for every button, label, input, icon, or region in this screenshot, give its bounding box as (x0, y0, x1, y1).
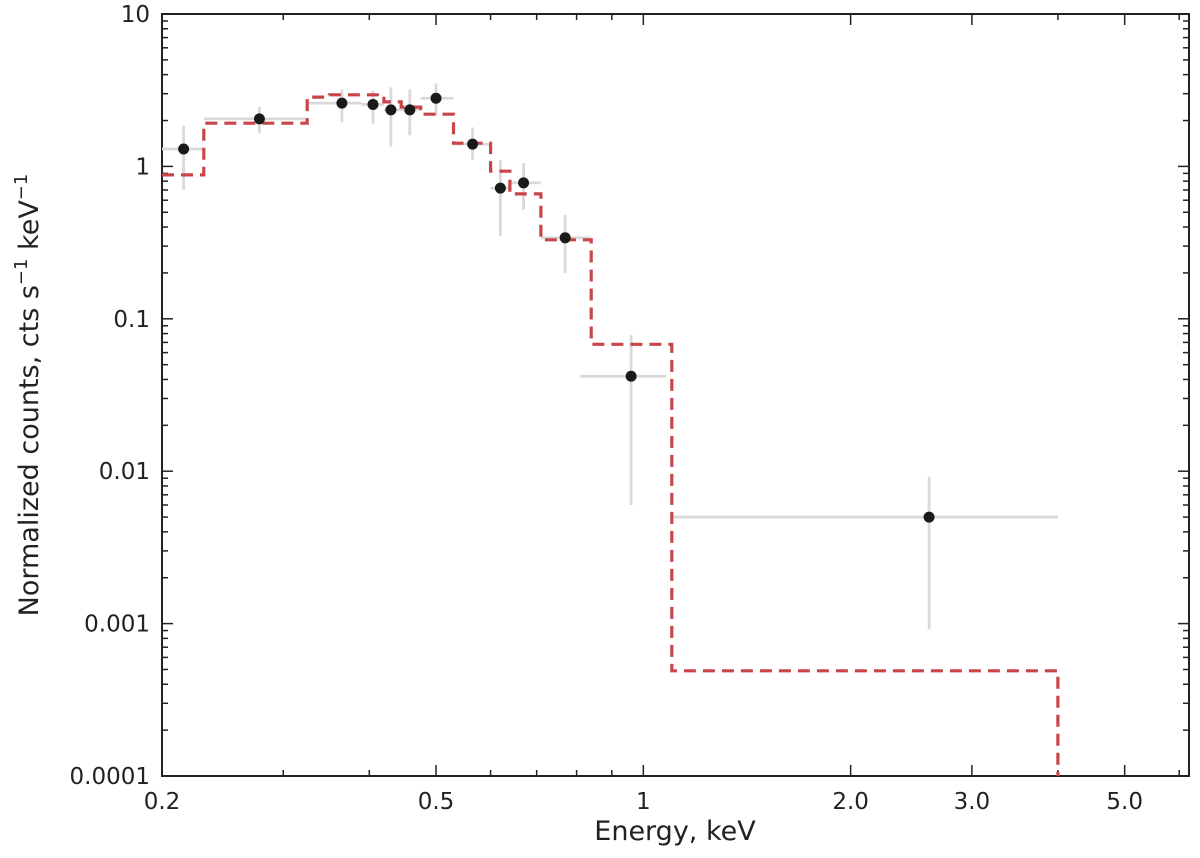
data-point (253, 113, 265, 125)
y-axis-title: Normalized counts, cts s−1 keV−1 (11, 174, 45, 617)
x-tick-label: 0.5 (418, 789, 455, 815)
minor-ticks (162, 14, 1189, 776)
data-point (336, 97, 348, 109)
data-point (385, 104, 397, 116)
y-axis-title-sup-1: −1 (11, 259, 32, 286)
y-axis-title-part-2: keV (14, 200, 45, 259)
y-tick-label: 0.1 (113, 307, 150, 333)
x-tick-label: 2.0 (832, 789, 869, 815)
x-tick-label: 0.2 (144, 789, 181, 815)
error-bars (162, 83, 1058, 630)
x-tick-labels: 0.2 0.5 1 2.0 3.0 5.0 (144, 789, 1143, 815)
data-point (430, 92, 442, 104)
x-tick-label: 1 (636, 789, 651, 815)
data-point (923, 511, 935, 523)
data-point (367, 98, 379, 110)
model-step-line (162, 93, 1060, 776)
y-tick-label: 1 (135, 154, 150, 180)
data-point (625, 370, 637, 382)
y-tick-labels: 10 1 0.1 0.01 0.001 0.0001 (70, 2, 150, 790)
y-tick-label: 0.0001 (70, 764, 150, 790)
data-point (559, 232, 571, 244)
data-point (467, 138, 479, 150)
data-point (494, 182, 506, 194)
x-axis-title: Energy, keV (594, 816, 756, 847)
major-ticks (161, 13, 1189, 777)
y-tick-label: 10 (121, 2, 150, 28)
x-tick-label: 3.0 (954, 789, 991, 815)
data-points (178, 92, 935, 523)
y-axis-title-part-1: Normalized counts, cts s (14, 285, 45, 616)
data-point (518, 177, 530, 189)
data-point (404, 104, 416, 116)
x-tick-label: 5.0 (1106, 789, 1143, 815)
plot-frame (161, 13, 1190, 777)
y-tick-label: 0.01 (99, 459, 150, 485)
data-point (178, 143, 190, 155)
y-tick-label: 0.001 (84, 612, 150, 638)
y-axis-title-sup-2: −1 (11, 174, 32, 201)
